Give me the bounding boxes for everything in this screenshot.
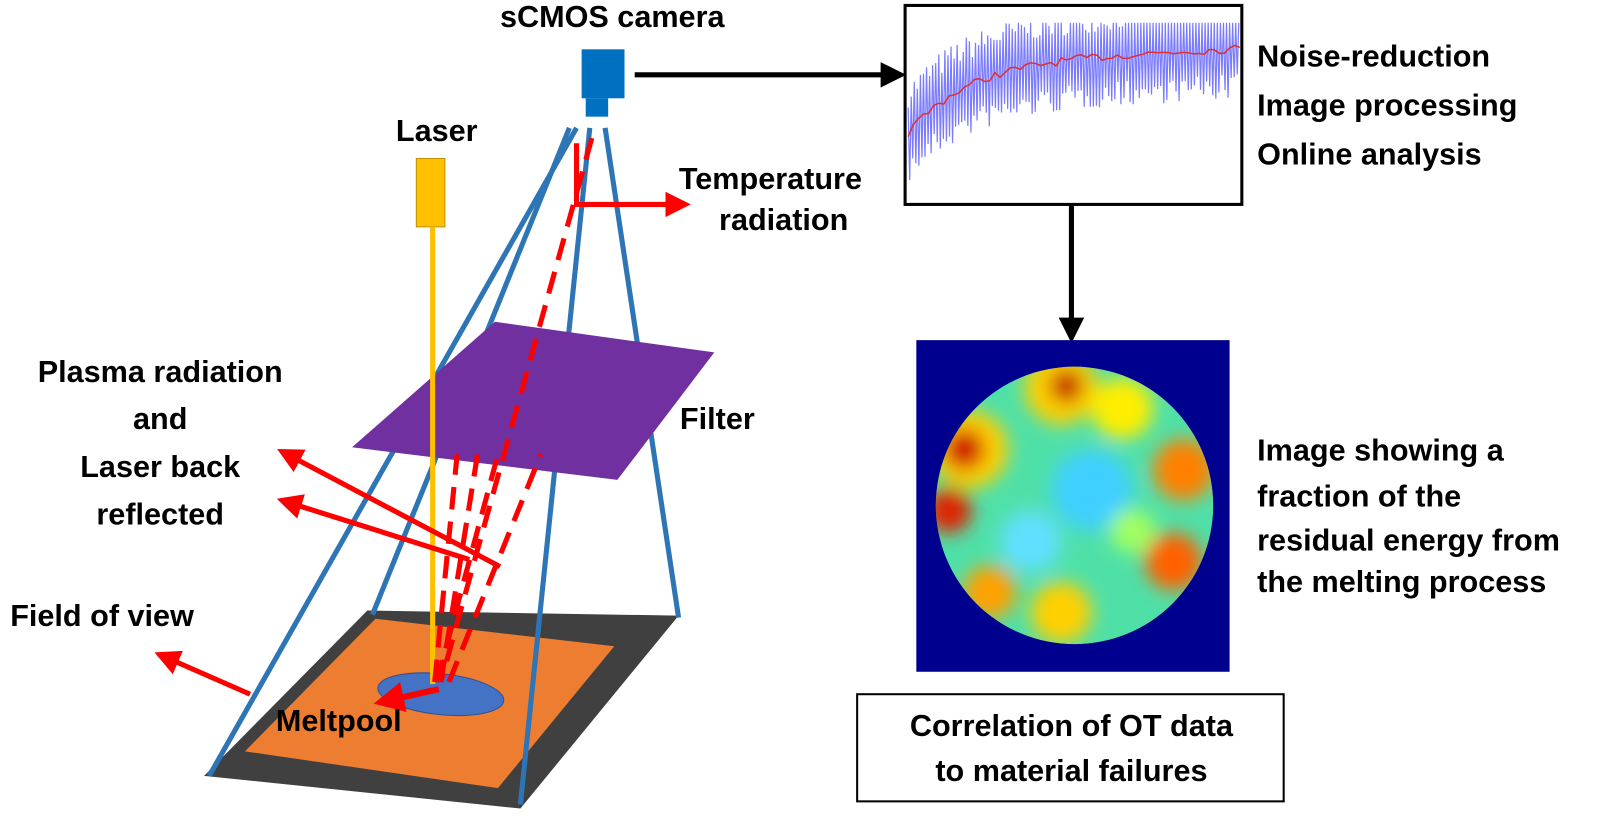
filter-plane <box>352 321 715 480</box>
camera-label: sCMOS camera <box>500 0 726 34</box>
reflection-arrow <box>276 494 471 562</box>
plasma-arrow <box>277 448 502 569</box>
plasma-label: reflected <box>96 498 224 532</box>
temperature-label: radiation <box>719 203 848 237</box>
processing-step: Image processing <box>1257 89 1517 123</box>
correlation-label: Correlation of OT data <box>910 709 1234 743</box>
signal-trend <box>907 44 1241 137</box>
laser-source <box>415 157 446 228</box>
correlation-label: to material failures <box>935 754 1207 788</box>
image-caption: residual energy from <box>1257 523 1560 557</box>
meltpool-arrow <box>373 682 440 712</box>
camera-body <box>581 49 625 99</box>
heatmap <box>935 366 1214 645</box>
field-of-view-arrow <box>154 650 252 697</box>
plasma-label: Plasma radiation <box>38 355 283 389</box>
radiation-paths <box>432 137 595 683</box>
processing-step: Online analysis <box>1257 138 1482 172</box>
plasma-label: Laser back <box>80 450 241 484</box>
temperature-label: Temperature <box>679 162 862 196</box>
camera-lens <box>585 98 609 117</box>
filter-label: Filter <box>680 402 755 436</box>
laser-label: Laser <box>396 114 478 148</box>
image-caption: the melting process <box>1257 565 1546 599</box>
correlation-box <box>856 693 1285 803</box>
image-caption: Image showing a <box>1257 433 1505 467</box>
image-caption: fraction of the <box>1257 479 1461 513</box>
meltpool-label: Meltpool <box>276 704 402 738</box>
plasma-label: and <box>133 402 187 436</box>
processing-step: Noise-reduction <box>1257 40 1490 74</box>
signal-trace <box>907 22 1240 181</box>
temperature-arrow <box>573 143 691 218</box>
field-of-view-label: Field of view <box>10 599 194 633</box>
